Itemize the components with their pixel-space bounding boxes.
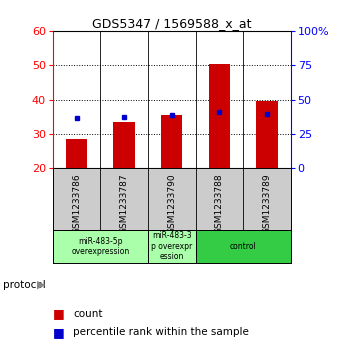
Bar bbox=[161, 115, 183, 168]
Text: ▶: ▶ bbox=[37, 280, 45, 290]
Bar bbox=[66, 139, 87, 168]
Bar bbox=[209, 64, 230, 168]
Text: protocol: protocol bbox=[3, 280, 46, 290]
Text: miR-483-5p
overexpression: miR-483-5p overexpression bbox=[71, 237, 130, 256]
Text: GSM1233789: GSM1233789 bbox=[262, 173, 271, 234]
Text: GSM1233786: GSM1233786 bbox=[72, 173, 81, 234]
Bar bbox=[148, 229, 196, 263]
Text: miR-483-3
p overexpr
ession: miR-483-3 p overexpr ession bbox=[151, 232, 192, 261]
Bar bbox=[114, 122, 135, 168]
Text: GSM1233788: GSM1233788 bbox=[215, 173, 224, 234]
Text: GSM1233787: GSM1233787 bbox=[120, 173, 129, 234]
Text: GSM1233790: GSM1233790 bbox=[167, 173, 176, 234]
Title: GDS5347 / 1569588_x_at: GDS5347 / 1569588_x_at bbox=[92, 17, 252, 30]
Bar bbox=[195, 229, 291, 263]
Text: ■: ■ bbox=[53, 307, 65, 321]
Text: control: control bbox=[230, 242, 256, 251]
Bar bbox=[256, 101, 277, 168]
Text: count: count bbox=[73, 309, 103, 319]
Text: ■: ■ bbox=[53, 326, 65, 339]
Bar bbox=[53, 229, 148, 263]
Text: percentile rank within the sample: percentile rank within the sample bbox=[73, 327, 249, 337]
